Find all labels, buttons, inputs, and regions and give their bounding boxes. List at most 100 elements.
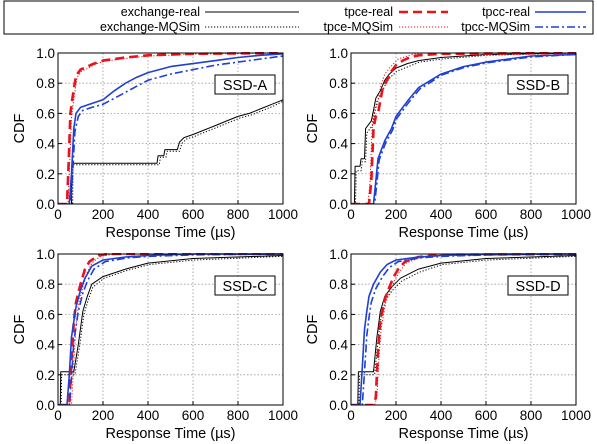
y-tick-label: 0.8 [329,277,348,292]
x-axis-title: Response Time (µs) [398,426,528,442]
series-line-tpce-mqsim [351,52,576,204]
x-tick-label: 400 [430,408,453,423]
x-tick-label: 0 [54,408,62,423]
y-tick-label: 0.6 [329,307,348,322]
x-tick-label: 200 [92,408,115,423]
legend-label-exchange-mqsim: exchange-MQSim [100,20,200,34]
x-tick-label: 1000 [268,408,298,423]
x-tick-label: 200 [385,408,408,423]
y-tick-label: 0.2 [329,368,348,383]
series-line-exchange-mqsim [351,52,576,204]
y-tick-label: 0.0 [329,398,348,413]
x-tick-label: 0 [54,207,62,222]
legend-label-tpcc-mqsim: tpcc-MQSim [461,20,530,34]
series-line-exchange-real [58,99,283,204]
y-tick-label: 0.4 [36,137,55,152]
x-tick-label: 600 [182,408,205,423]
panel-label: SSD-D [515,279,560,295]
x-tick-label: 600 [182,207,205,222]
y-tick-label: 0.4 [329,137,348,152]
y-tick-label: 1.0 [36,46,55,61]
ticks: 0 200 400 600 800 1000 0.0 0.2 0.4 0.6 0.8 1.0 [329,46,591,222]
y-tick-label: 0.8 [36,277,55,292]
x-tick-label: 0 [347,408,355,423]
panel-label-box [214,74,276,95]
legend-label-tpce-real: tpce-real [344,5,393,19]
panel-label: SSD-B [516,78,560,94]
x-tick-label: 600 [475,408,498,423]
panel-label-box [507,275,569,296]
panel-label: SSD-A [223,78,268,94]
y-tick-label: 0.4 [329,338,348,353]
series-line-tpce-real [58,52,283,204]
x-tick-label: 800 [520,408,543,423]
series-line-tpce-mqsim [351,253,576,405]
series-line-exchange-mqsim [58,100,283,204]
series-group [351,253,576,405]
series-line-tpcc-mqsim [58,253,283,405]
panel-ssd-b: 0 200 400 600 800 1000 0.0 0.2 0.4 0.6 0.8 1.0 Respo… [305,46,591,241]
y-tick-label: 1.0 [329,247,348,262]
x-tick-label: 0 [347,207,355,222]
y-axis-title: CDF [12,113,28,143]
ticks: 0 200 400 600 800 1000 0.0 0.2 0.4 0.6 0.8 1.0 [36,46,298,222]
y-tick-label: 0.6 [36,307,55,322]
series-line-exchange-real [58,255,283,405]
panel-ssd-d: 0 200 400 600 800 1000 0.0 0.2 0.4 0.6 0.8 1.0 Respo… [305,247,591,442]
series-line-tpce-real [58,253,283,405]
x-tick-label: 1000 [561,207,591,222]
y-tick-label: 0.6 [36,106,55,121]
series-line-tpce-real [351,52,576,204]
x-tick-label: 400 [430,207,453,222]
y-tick-label: 0.0 [36,398,55,413]
y-tick-label: 0.2 [36,368,55,383]
x-tick-label: 1000 [268,207,298,222]
y-tick-label: 0.4 [36,338,55,353]
y-axis-title: CDF [12,314,28,344]
x-tick-label: 800 [520,207,543,222]
panel-ssd-c: 0 200 400 600 800 1000 0.0 0.2 0.4 0.6 0.8 1.0 Respo… [12,247,298,442]
series-line-tpcc-real [351,53,576,204]
legend-label-tpce-mqsim: tpce-MQSim [324,20,393,34]
y-tick-label: 0.0 [36,197,55,212]
series-group [58,52,283,204]
x-axis-title: Response Time (µs) [105,225,235,241]
x-tick-label: 800 [227,207,250,222]
series-line-tpcc-real [351,253,576,405]
x-tick-label: 1000 [561,408,591,423]
panel-label-box [214,275,276,296]
plot-frame [350,253,577,406]
x-tick-label: 800 [227,408,250,423]
y-tick-label: 1.0 [329,46,348,61]
legend-label-tpcc-real: tpcc-real [482,5,530,19]
series-line-tpce-mqsim [58,253,283,405]
x-tick-label: 200 [92,207,115,222]
series-group [351,52,576,204]
plot-frame [57,253,284,406]
panel-label-box [507,74,569,95]
panel-label: SSD-C [222,279,267,295]
legend-box [3,0,594,35]
ticks: 0 200 400 600 800 1000 0.0 0.2 0.4 0.6 0.8 1.0 [329,247,591,423]
series-line-tpcc-mqsim [351,53,576,204]
x-tick-label: 400 [137,408,160,423]
series-line-tpcc-real [58,53,283,204]
y-axis-title: CDF [305,113,321,143]
x-tick-label: 400 [137,207,160,222]
x-tick-label: 600 [475,207,498,222]
series-line-tpce-mqsim [58,52,283,204]
x-tick-label: 200 [385,207,408,222]
x-axis-title: Response Time (µs) [398,225,528,241]
legend-label-exchange-real: exchange-real [121,5,200,19]
y-tick-label: 0.2 [329,167,348,182]
series-line-exchange-real [351,52,576,204]
ticks: 0 200 400 600 800 1000 0.0 0.2 0.4 0.6 0.8 1.0 [36,247,298,423]
plot-frame [57,52,284,205]
y-tick-label: 0.8 [36,76,55,91]
series-line-tpcc-mqsim [58,55,283,204]
y-tick-label: 1.0 [36,247,55,262]
y-tick-label: 0.0 [329,197,348,212]
x-axis-title: Response Time (µs) [105,426,235,442]
